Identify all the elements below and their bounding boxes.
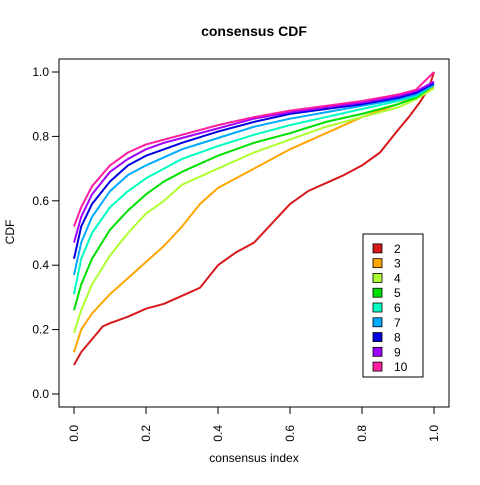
series-line-9 xyxy=(73,80,435,243)
legend-label: 4 xyxy=(394,271,401,285)
x-tick-label: 0.6 xyxy=(283,425,297,442)
legend-label: 3 xyxy=(394,257,401,271)
x-axis-label: consensus index xyxy=(209,451,298,465)
legend-swatch xyxy=(372,302,383,313)
legend-swatch xyxy=(372,287,383,298)
plot-frame xyxy=(58,58,450,408)
legend-swatch xyxy=(372,273,383,283)
series-line-8 xyxy=(73,82,435,259)
legend-swatch xyxy=(372,243,383,254)
y-tick-label: 0.6 xyxy=(32,194,49,208)
y-tick-label: 0.2 xyxy=(32,323,49,337)
y-tick-label: 0.0 xyxy=(32,387,49,401)
legend-label: 2 xyxy=(394,242,401,256)
x-tick-label: 0.0 xyxy=(67,425,81,442)
x-tick-label: 0.8 xyxy=(355,425,369,442)
series-line-10 xyxy=(73,71,435,227)
legend-label: 9 xyxy=(394,345,401,359)
y-axis-label: CDF xyxy=(3,220,17,245)
legend-swatch xyxy=(372,361,383,372)
chart-title: consensus CDF xyxy=(201,23,307,39)
y-tick-label: 0.8 xyxy=(32,129,49,143)
legend-label: 10 xyxy=(394,360,408,374)
legend-swatch xyxy=(372,317,383,328)
legend-label: 6 xyxy=(394,301,401,315)
legend-box xyxy=(362,233,424,378)
legend-swatch xyxy=(372,258,383,269)
y-tick-label: 1.0 xyxy=(32,65,49,79)
x-tick-label: 0.4 xyxy=(211,425,225,442)
legend-label: 5 xyxy=(394,286,401,300)
legend-swatch xyxy=(372,332,383,342)
series-line-3 xyxy=(73,85,435,353)
legend-label: 7 xyxy=(394,316,401,330)
y-tick-label: 0.4 xyxy=(32,258,49,272)
x-tick-label: 0.2 xyxy=(139,425,153,442)
series-line-7 xyxy=(73,83,435,276)
legend-swatch xyxy=(372,346,383,357)
legend-label: 8 xyxy=(394,331,401,345)
series-line-4 xyxy=(73,87,435,334)
series-line-6 xyxy=(73,84,435,295)
x-tick-label: 1.0 xyxy=(427,425,441,442)
series-line-2 xyxy=(73,71,435,366)
series-line-5 xyxy=(73,84,435,311)
plot-area: 0.0 0.2 0.4 0.6 0.8 1.0 0.0 0.2 0.4 0.6 0.8 1.0 2345… xyxy=(32,58,450,442)
